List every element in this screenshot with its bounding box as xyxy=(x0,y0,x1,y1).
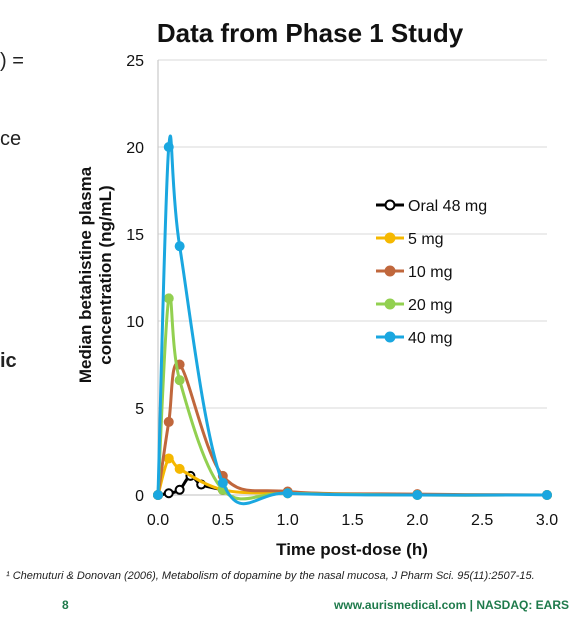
data-point xyxy=(174,484,185,495)
y-axis-label-line-1: Median betahistine plasma xyxy=(76,166,95,383)
data-point xyxy=(412,490,423,500)
left-text-fragment-1: ) = xyxy=(0,50,24,72)
left-text-fragment-3: ic xyxy=(0,350,17,372)
y-tick-label: 20 xyxy=(126,140,144,157)
footnote: ¹ Chemuturi & Donovan (2006), Metabolism… xyxy=(6,570,535,582)
legend-label: Oral 48 mg xyxy=(408,198,487,215)
x-tick-label: 0.5 xyxy=(212,512,234,529)
data-point xyxy=(163,293,174,304)
x-tick-label: 1.5 xyxy=(341,512,363,529)
chart-title: Data from Phase 1 Study xyxy=(156,18,464,48)
legend-item-40-mg: 40 mg xyxy=(376,330,452,347)
data-point xyxy=(542,490,552,500)
legend: Oral 48 mg 5 mg 10 mg 20 mg 40 mg xyxy=(376,198,487,347)
data-point xyxy=(174,375,185,386)
y-tick-labels: 0 5 10 15 20 25 xyxy=(126,53,144,505)
legend-item-oral-48-mg: Oral 48 mg xyxy=(376,198,487,215)
legend-label: 20 mg xyxy=(408,297,452,314)
legend-item-20-mg: 20 mg xyxy=(376,297,452,314)
legend-label: 5 mg xyxy=(408,231,444,248)
data-point xyxy=(163,488,174,499)
page-number: 8 xyxy=(62,598,69,612)
legend-label: 10 mg xyxy=(408,264,452,281)
y-tick-label: 5 xyxy=(135,401,144,418)
y-tick-label: 10 xyxy=(126,314,144,331)
pk-line-chart: 0 5 10 15 20 25 0.0 0.5 1.0 1.5 2.0 2.5 3.0 Oral 48… xyxy=(76,53,558,559)
x-tick-label: 2.0 xyxy=(406,512,428,529)
series-layer xyxy=(153,134,552,506)
legend-item-10-mg: 10 mg xyxy=(376,264,452,281)
x-tick-label: 1.0 xyxy=(277,512,299,529)
x-tick-label: 0.0 xyxy=(147,512,169,529)
x-tick-label: 3.0 xyxy=(536,512,558,529)
legend-item-5-mg: 5 mg xyxy=(376,231,444,248)
left-text-fragment-2: ce xyxy=(0,128,22,150)
legend-marker xyxy=(384,298,396,310)
legend-marker xyxy=(384,331,396,343)
legend-marker xyxy=(384,199,396,211)
legend-label: 40 mg xyxy=(408,330,452,347)
gridlines xyxy=(158,59,547,409)
data-point xyxy=(163,453,174,464)
data-point xyxy=(174,463,185,474)
data-point xyxy=(217,477,228,488)
x-tick-label: 2.5 xyxy=(471,512,493,529)
y-tick-label: 15 xyxy=(126,227,144,244)
series-40-mg xyxy=(153,134,552,506)
legend-marker xyxy=(384,265,396,277)
series-line-10-mg xyxy=(156,361,548,497)
y-tick-label: 25 xyxy=(126,53,144,70)
series-20-mg xyxy=(153,293,552,501)
y-axis-label-line-2: concentration (ng/mL) xyxy=(96,185,115,364)
data-point xyxy=(282,488,293,499)
x-tick-labels: 0.0 0.5 1.0 1.5 2.0 2.5 3.0 xyxy=(147,512,558,529)
data-point xyxy=(153,490,163,500)
y-tick-label: 0 xyxy=(135,488,144,505)
data-point xyxy=(174,241,185,252)
footer-link[interactable]: www.aurismedical.com | NASDAQ: EARS xyxy=(334,598,569,612)
axes xyxy=(157,60,547,496)
data-point xyxy=(163,142,174,152)
x-axis-label: Time post-dose (h) xyxy=(276,540,428,559)
legend-marker xyxy=(384,232,396,244)
data-point xyxy=(163,416,174,427)
series-line-40-mg xyxy=(156,134,548,506)
